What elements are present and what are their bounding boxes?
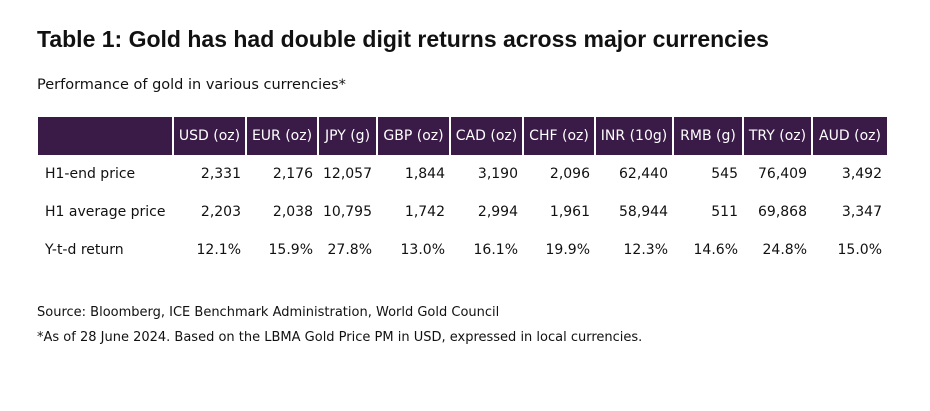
table-cell: 12.1% xyxy=(196,242,241,258)
data-table: USD (oz) EUR (oz) JPY (g) GBP (oz) CAD (oz) C… xyxy=(38,117,887,269)
column-header: GBP (oz) xyxy=(376,117,450,155)
column-header: CHF (oz) xyxy=(522,117,595,155)
table-cell: 1,742 xyxy=(404,204,445,220)
table-cell: 545 xyxy=(711,166,738,182)
corner-cell xyxy=(38,117,173,155)
table-row: Y-t-d return 12.1% 15.9% 27.8% 13.0% 16.1% 19.… xyxy=(38,231,887,269)
table-cell: 2,096 xyxy=(549,166,590,182)
source-note: Source: Bloomberg, ICE Benchmark Adminis… xyxy=(37,305,500,320)
column-header: INR (10g) xyxy=(594,117,673,155)
table-cell: 1,844 xyxy=(404,166,445,182)
table-cell: 1,961 xyxy=(549,204,590,220)
table-cell: 69,868 xyxy=(758,204,807,220)
table-cell: 10,795 xyxy=(323,204,372,220)
column-header: TRY (oz) xyxy=(742,117,812,155)
table-cell: 24.8% xyxy=(762,242,807,258)
table-cell: 16.1% xyxy=(473,242,518,258)
table-row: H1-end price 2,331 2,176 12,057 1,844 3,190 2,… xyxy=(38,155,887,193)
row-label: H1-end price xyxy=(45,166,136,182)
column-header: EUR (oz) xyxy=(245,117,318,155)
table-cell: 12.3% xyxy=(623,242,668,258)
table-cell: 2,038 xyxy=(272,204,313,220)
table-cell: 2,994 xyxy=(477,204,518,220)
subtitle: Performance of gold in various currencie… xyxy=(37,77,346,93)
table-cell: 511 xyxy=(711,204,738,220)
table-body: H1-end price 2,331 2,176 12,057 1,844 3,190 2,… xyxy=(38,155,887,269)
table-cell: 15.0% xyxy=(837,242,882,258)
table-cell: 14.6% xyxy=(693,242,738,258)
table-cell: 2,203 xyxy=(200,204,241,220)
table-cell: 19.9% xyxy=(545,242,590,258)
table-cell: 3,492 xyxy=(841,166,882,182)
table-cell: 27.8% xyxy=(327,242,372,258)
row-label: Y-t-d return xyxy=(45,242,124,258)
row-label: H1 average price xyxy=(45,204,166,220)
table-cell: 62,440 xyxy=(619,166,668,182)
table-cell: 15.9% xyxy=(268,242,313,258)
table-cell: 2,176 xyxy=(272,166,313,182)
column-header: JPY (g) xyxy=(317,117,377,155)
table-cell: 12,057 xyxy=(323,166,372,182)
table-row: H1 average price 2,203 2,038 10,795 1,742 2,9… xyxy=(38,193,887,231)
column-header: RMB (g) xyxy=(672,117,743,155)
table-cell: 2,331 xyxy=(200,166,241,182)
table-cell: 76,409 xyxy=(758,166,807,182)
table-cell: 3,190 xyxy=(477,166,518,182)
column-header: USD (oz) xyxy=(172,117,246,155)
footnote: *As of 28 June 2024. Based on the LBMA G… xyxy=(37,330,643,345)
table-cell: 13.0% xyxy=(400,242,445,258)
table-cell: 58,944 xyxy=(619,204,668,220)
table-cell: 3,347 xyxy=(841,204,882,220)
title: Table 1: Gold has had double digit retur… xyxy=(37,26,769,52)
header-row: USD (oz) EUR (oz) JPY (g) GBP (oz) CAD (oz) C… xyxy=(38,117,887,155)
column-header: CAD (oz) xyxy=(449,117,523,155)
column-header: AUD (oz) xyxy=(811,117,887,155)
